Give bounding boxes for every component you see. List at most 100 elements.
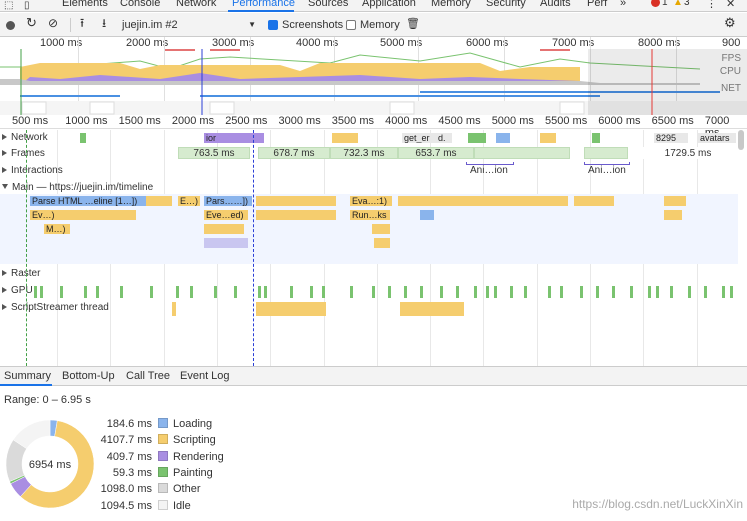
gpu-task[interactable]: [150, 286, 153, 298]
tab-console[interactable]: Console: [120, 0, 161, 9]
task-block[interactable]: [256, 196, 336, 206]
tab-memory[interactable]: Memory: [431, 0, 471, 9]
tab-audits[interactable]: Audits: [540, 0, 571, 9]
task-block[interactable]: Eve…ed): [204, 210, 248, 220]
gpu-task[interactable]: [474, 286, 477, 298]
error-count[interactable]: 1: [662, 0, 668, 8]
tab-event-log[interactable]: Event Log: [180, 370, 230, 382]
error-icon[interactable]: [651, 0, 660, 7]
interaction-animation[interactable]: [584, 162, 630, 165]
flame-chart[interactable]: Network ior get_er d. 8295 avatars Frame…: [0, 130, 747, 366]
gpu-task[interactable]: [730, 286, 733, 298]
screenshots-checkbox[interactable]: [268, 20, 278, 32]
warning-icon[interactable]: ▲: [673, 0, 683, 8]
frame[interactable]: 763.5 ms: [178, 147, 250, 159]
gpu-task[interactable]: [456, 286, 459, 298]
task-block[interactable]: [372, 224, 390, 234]
trash-icon[interactable]: 🗑: [406, 18, 420, 30]
task-block[interactable]: [664, 210, 682, 220]
network-request[interactable]: get_er: [402, 133, 436, 143]
gpu-task[interactable]: [670, 286, 673, 298]
task-block[interactable]: Ev…): [30, 210, 136, 220]
task-block[interactable]: Parse HTML …eline [1…]): [30, 196, 146, 206]
track-gpu[interactable]: GPU: [2, 285, 33, 296]
reload-icon[interactable]: ↻: [26, 15, 37, 30]
gpu-task[interactable]: [264, 286, 267, 298]
network-request[interactable]: [540, 133, 556, 143]
gpu-task[interactable]: [388, 286, 391, 298]
frame[interactable]: 1729.5 ms: [640, 147, 736, 159]
timeline-overview[interactable]: 1000 ms 2000 ms 3000 ms 4000 ms 5000 ms 6000 …: [0, 37, 747, 115]
tab-performance[interactable]: Performance: [232, 0, 295, 9]
gpu-task[interactable]: [372, 286, 375, 298]
task-block[interactable]: [398, 196, 568, 206]
task-block[interactable]: Run…ks: [350, 210, 390, 220]
frame[interactable]: [474, 147, 570, 159]
expand-arrow-icon[interactable]: [2, 150, 7, 156]
network-request[interactable]: [496, 133, 510, 143]
task-block[interactable]: [420, 210, 434, 220]
gpu-task[interactable]: [214, 286, 217, 298]
frame[interactable]: 653.7 ms: [398, 147, 474, 159]
network-request[interactable]: d.: [436, 133, 452, 143]
task-block[interactable]: [664, 196, 686, 206]
gpu-task[interactable]: [524, 286, 527, 298]
settings-gear-icon[interactable]: ⚙: [724, 15, 736, 30]
gpu-task[interactable]: [630, 286, 633, 298]
gpu-task[interactable]: [234, 286, 237, 298]
track-scriptstreamer[interactable]: ScriptStreamer thread: [2, 302, 109, 313]
collapse-arrow-icon[interactable]: [2, 184, 8, 189]
task-block[interactable]: [374, 238, 390, 248]
task-block[interactable]: [204, 238, 248, 248]
gpu-task[interactable]: [60, 286, 63, 298]
inspect-icon[interactable]: ⬚: [4, 0, 14, 11]
memory-checkbox[interactable]: [346, 20, 356, 32]
gpu-task[interactable]: [96, 286, 99, 298]
track-main[interactable]: Main — https://juejin.im/timeline: [2, 182, 153, 193]
gpu-task[interactable]: [40, 286, 43, 298]
task-block[interactable]: M…): [44, 224, 70, 234]
network-request[interactable]: [592, 133, 600, 143]
track-frames[interactable]: Frames: [2, 148, 45, 159]
task-block[interactable]: [204, 224, 244, 234]
load-profile-icon[interactable]: ⭱: [80, 16, 85, 30]
network-request[interactable]: avatars: [698, 133, 736, 143]
kebab-menu-icon[interactable]: ⋮: [706, 0, 717, 10]
gpu-task[interactable]: [258, 286, 261, 298]
gpu-task[interactable]: [494, 286, 497, 298]
gpu-task[interactable]: [322, 286, 325, 298]
network-request[interactable]: ior: [204, 133, 264, 143]
frame[interactable]: [584, 147, 628, 159]
save-profile-icon[interactable]: ⭳: [102, 16, 107, 30]
memory-label[interactable]: Memory: [360, 19, 400, 31]
task-block[interactable]: Eva…:1): [350, 196, 392, 206]
gpu-task[interactable]: [350, 286, 353, 298]
scrollbar[interactable]: [738, 130, 744, 150]
tab-application[interactable]: Application: [362, 0, 416, 9]
network-request[interactable]: [468, 133, 486, 143]
gpu-task[interactable]: [580, 286, 583, 298]
streamer-block[interactable]: [172, 302, 176, 316]
task-block[interactable]: [574, 196, 614, 206]
tab-elements[interactable]: Elements: [62, 0, 108, 9]
expand-arrow-icon[interactable]: [2, 304, 7, 310]
gpu-task[interactable]: [510, 286, 513, 298]
expand-arrow-icon[interactable]: [2, 270, 7, 276]
gpu-task[interactable]: [176, 286, 179, 298]
gpu-task[interactable]: [596, 286, 599, 298]
tab-summary[interactable]: Summary: [4, 370, 52, 382]
streamer-block[interactable]: [400, 302, 464, 316]
gpu-task[interactable]: [84, 286, 87, 298]
tab-sources[interactable]: Sources: [308, 0, 349, 9]
frame[interactable]: 732.3 ms: [330, 147, 398, 159]
gpu-task[interactable]: [310, 286, 313, 298]
interaction-animation[interactable]: [466, 162, 514, 165]
gpu-task[interactable]: [486, 286, 489, 298]
task-block[interactable]: E…): [178, 196, 200, 206]
task-block[interactable]: [256, 210, 336, 220]
record-icon[interactable]: [6, 21, 15, 30]
gpu-task[interactable]: [548, 286, 551, 298]
clear-icon[interactable]: ⊘: [48, 16, 59, 30]
device-toolbar-icon[interactable]: ▯: [24, 0, 30, 11]
tab-bottom-up[interactable]: Bottom-Up: [62, 370, 115, 382]
